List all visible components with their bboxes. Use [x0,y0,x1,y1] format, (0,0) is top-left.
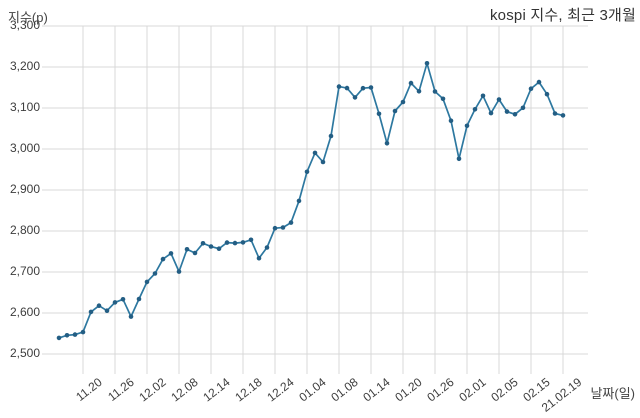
data-point [72,332,78,337]
data-point [152,271,158,276]
data-point [296,198,302,204]
data-point [184,247,190,252]
data-point [504,109,510,114]
data-point [448,118,454,123]
data-point [440,96,446,102]
data-point [488,110,494,116]
data-point [160,256,166,262]
data-point [240,240,246,245]
data-point [456,156,462,162]
data-point [464,123,470,129]
data-point [56,335,62,341]
data-point [560,113,566,118]
data-point [88,309,94,315]
data-point [112,300,118,305]
data-point [408,80,414,86]
data-point [432,89,438,94]
data-point [384,141,390,146]
data-point [96,303,102,309]
data-point [280,225,286,230]
data-point [336,84,342,89]
data-point [216,246,222,251]
data-point [168,251,174,256]
data-point [328,133,334,139]
data-point [368,85,374,90]
chart-title: kospi 지수, 최근 3개월 [489,7,636,24]
data-point [512,112,518,117]
price-line [58,62,564,339]
x-axis-unit-label: 날짜(일) [590,386,635,401]
data-point [104,308,110,314]
data-point [200,241,206,246]
data-point [392,108,398,114]
data-point [64,333,70,338]
data-point [520,105,526,111]
data-point [536,79,542,85]
data-point [360,85,366,91]
data-point [176,269,182,274]
data-point [352,95,358,100]
data-point [472,107,478,112]
data-point [528,86,534,91]
data-point [248,237,254,243]
data-point [208,244,214,249]
data-point [264,245,270,250]
data-point [256,255,262,261]
data-point [400,99,406,105]
data-point [424,61,430,66]
y-axis-unit-label: 지수(p) [8,10,48,25]
data-point [128,314,134,319]
data-point [232,240,238,246]
data-point [496,97,502,102]
data-point [312,150,318,156]
data-point [224,240,230,245]
data-point [416,89,422,94]
data-point [544,91,550,97]
data-point [80,329,86,335]
data-point [144,279,150,285]
data-point [288,220,294,225]
data-point [120,297,126,302]
data-point [376,111,382,117]
data-point [304,169,310,175]
data-point [272,225,278,231]
data-point [136,296,142,302]
data-point [192,250,198,256]
data-point [320,159,326,165]
data-point [344,85,350,91]
data-point [480,93,486,99]
data-point [552,111,558,116]
